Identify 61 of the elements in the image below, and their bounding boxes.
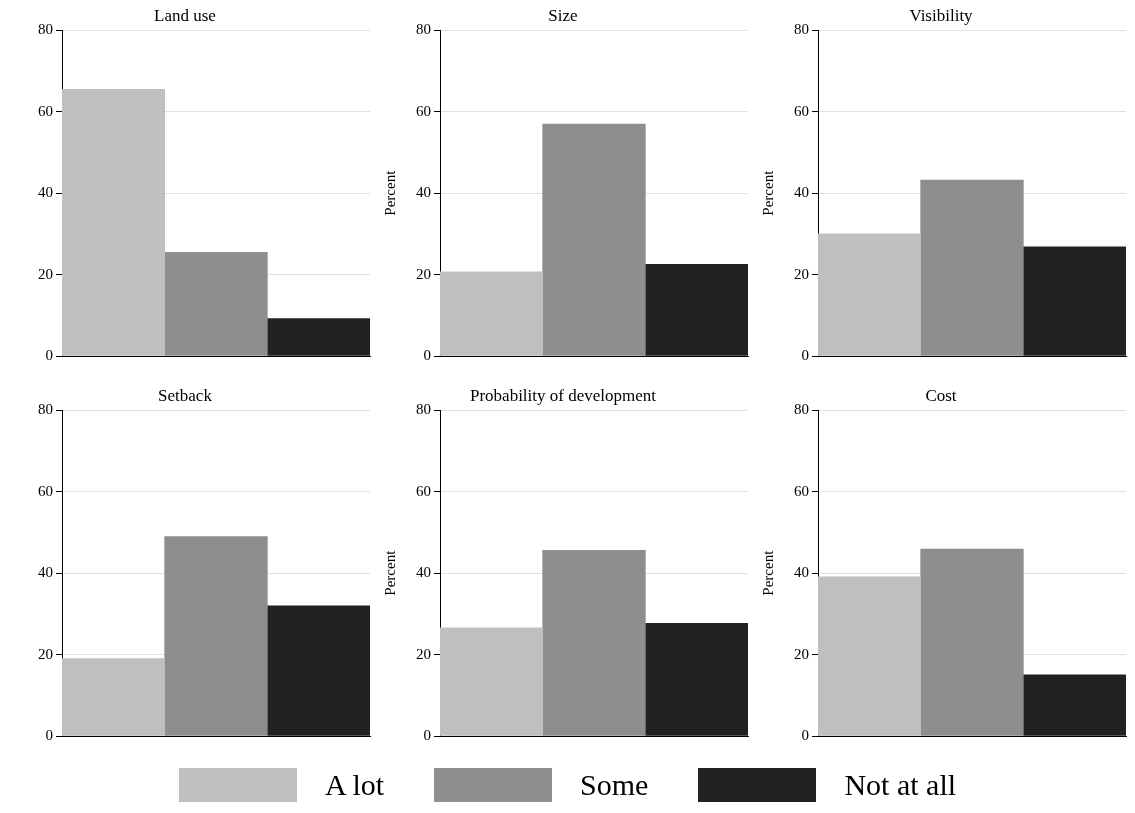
chart-title: Probability of development <box>469 385 657 405</box>
bar <box>542 123 646 356</box>
y-tick-label: 0 <box>423 346 431 363</box>
y-tick-label: 40 <box>38 184 53 201</box>
bar <box>542 550 646 736</box>
y-tick-label: 20 <box>416 265 431 282</box>
y-axis-title: Percent <box>381 549 398 596</box>
y-tick-label: 80 <box>416 21 431 38</box>
y-axis-title: Percent <box>381 169 398 216</box>
bar <box>62 89 165 356</box>
y-tick-label: 20 <box>38 265 53 282</box>
chart-title: Visibility <box>909 5 974 25</box>
bar <box>1023 246 1126 356</box>
chart-title: Cost <box>925 385 957 405</box>
y-tick-label: 40 <box>794 184 809 201</box>
y-tick-label: 80 <box>38 401 53 418</box>
bar <box>267 318 370 356</box>
y-tick-label: 40 <box>794 564 809 581</box>
bar <box>645 622 748 736</box>
bar <box>645 264 748 356</box>
y-tick-label: 20 <box>794 645 809 662</box>
chart-title: Setback <box>158 385 213 405</box>
y-tick-label: 60 <box>794 102 809 119</box>
bar <box>920 548 1024 736</box>
y-tick-label: 0 <box>423 726 431 743</box>
bar <box>164 251 268 356</box>
y-tick-label: 40 <box>38 564 53 581</box>
y-tick-label: 80 <box>38 21 53 38</box>
bar <box>1023 674 1126 736</box>
y-tick-label: 60 <box>416 482 431 499</box>
y-tick-label: 40 <box>416 564 431 581</box>
y-axis-title: Percent <box>759 169 776 216</box>
legend-label: Some <box>580 768 649 802</box>
bar <box>818 576 921 736</box>
y-tick-label: 20 <box>38 645 53 662</box>
legend-label: Not at all <box>844 768 957 802</box>
y-tick-label: 0 <box>45 346 53 363</box>
bar <box>440 627 543 736</box>
bar <box>164 536 268 736</box>
bar <box>62 658 165 736</box>
bar <box>440 271 543 356</box>
y-tick-label: 0 <box>45 726 53 743</box>
y-axis-title: Percent <box>759 549 776 596</box>
y-tick-label: 40 <box>416 184 431 201</box>
y-tick-label: 60 <box>794 482 809 499</box>
y-tick-label: 60 <box>38 482 53 499</box>
y-tick-label: 60 <box>416 102 431 119</box>
bar <box>267 605 370 736</box>
y-tick-label: 80 <box>794 401 809 418</box>
y-tick-label: 80 <box>794 21 809 38</box>
y-tick-label: 0 <box>801 346 809 363</box>
y-tick-label: 20 <box>794 265 809 282</box>
chart-title: Size <box>548 5 578 25</box>
bar <box>920 179 1024 356</box>
y-tick-label: 80 <box>416 401 431 418</box>
y-tick-label: 20 <box>416 645 431 662</box>
legend-label: A lot <box>324 768 385 802</box>
y-tick-label: 60 <box>38 102 53 119</box>
bar <box>818 233 921 356</box>
chart-title: Land use <box>154 5 216 25</box>
y-tick-label: 0 <box>801 726 809 743</box>
